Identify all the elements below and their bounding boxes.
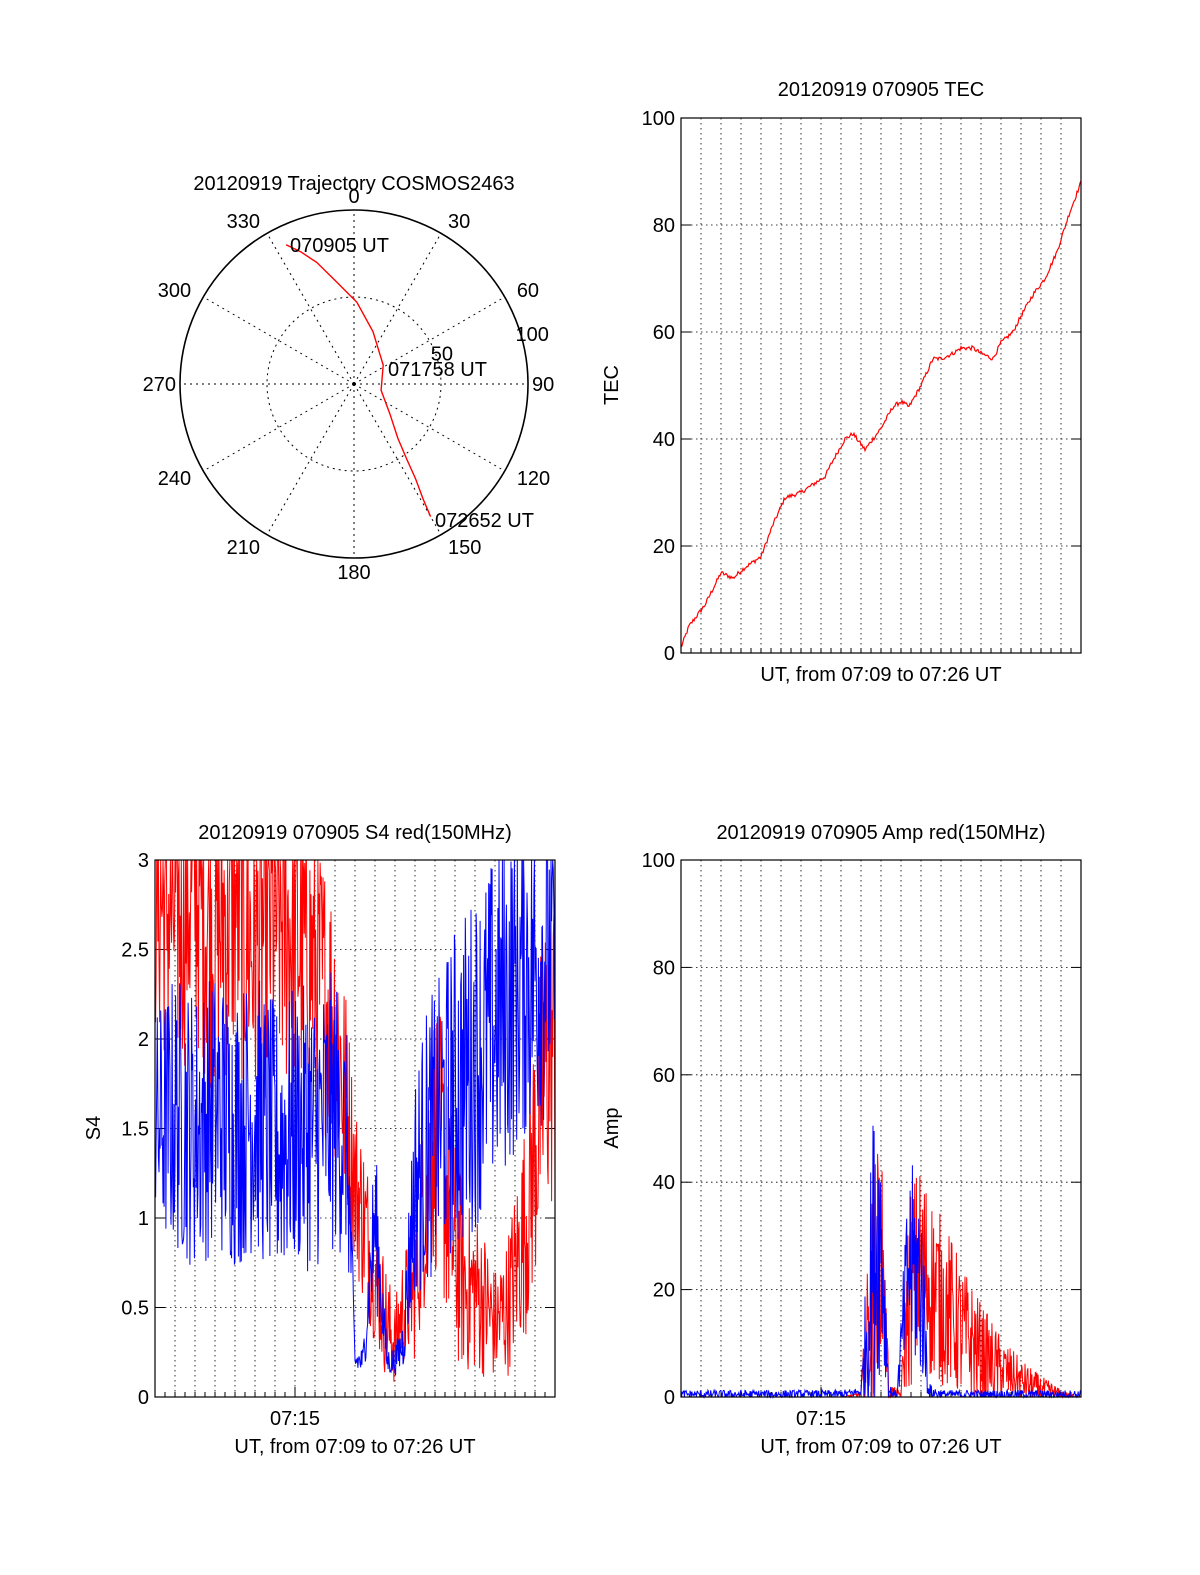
s4-x-axis-label: UT, from 07:09 to 07:26 UT: [234, 1436, 475, 1458]
blue-series-line: [154, 859, 556, 1376]
polar-trajectory-panel: 20120919 Trajectory COSMOS2463 0 30 60 90 12…: [143, 173, 555, 584]
polar-spoke: [353, 296, 505, 385]
red-series-line: [680, 180, 1082, 648]
polar-angle-label: 120: [517, 468, 550, 490]
polar-angle-label: 30: [448, 211, 470, 233]
s4-y-tick-labels: 0 0.5 1 1.5 2 2.5 3: [121, 850, 149, 1409]
y-tick-label: 0: [664, 643, 675, 665]
tec-y-axis-label: TEC: [601, 365, 623, 405]
polar-outer-circle: [179, 209, 529, 559]
trajectory-start-label: 070905 UT: [290, 235, 389, 257]
y-tick-label: 100: [642, 108, 675, 130]
y-tick-label: 0: [138, 1387, 149, 1409]
polar-title: 20120919 Trajectory COSMOS2463: [193, 173, 514, 195]
y-tick-label: 100: [642, 850, 675, 872]
s4-y-axis-label: S4: [83, 1116, 105, 1140]
amp-panel: 20120919 070905 Amp red(150MHz) 0 20 40 60 8…: [601, 822, 1082, 1458]
y-tick-label: 3: [138, 850, 149, 872]
polar-angle-labels: 0 30 60 90 120 150 180 210 240 270 300 330: [143, 186, 555, 584]
polar-angle-label: 90: [532, 374, 554, 396]
polar-spoke: [266, 383, 355, 535]
y-tick-label: 20: [653, 536, 675, 558]
polar-radial-label: 100: [516, 324, 549, 346]
polar-spoke: [353, 383, 442, 535]
polar-spoke: [266, 233, 355, 385]
polar-spoke: [203, 383, 355, 472]
polar-angle-label: 150: [448, 537, 481, 559]
s4-x-tick-labels: 07:15: [270, 1408, 320, 1430]
amp-x-tick-labels: 07:15: [796, 1408, 846, 1430]
y-tick-label: 2: [138, 1029, 149, 1051]
amp-title: 20120919 070905 Amp red(150MHz): [716, 822, 1045, 844]
y-tick-label: 60: [653, 1065, 675, 1087]
polar-spoke: [353, 383, 505, 472]
amp-x-axis-label: UT, from 07:09 to 07:26 UT: [760, 1436, 1001, 1458]
tec-y-tick-labels: 0 20 40 60 80 100: [642, 108, 675, 665]
amp-plot-frame: [680, 859, 1082, 1398]
y-tick-label: 20: [653, 1280, 675, 1302]
s4-plot-frame: [154, 859, 556, 1398]
polar-angle-label: 180: [337, 562, 370, 584]
x-tick-label: 07:15: [270, 1408, 320, 1430]
polar-angle-label: 300: [158, 280, 191, 302]
y-tick-label: 80: [653, 957, 675, 979]
polar-spoke: [353, 233, 442, 385]
y-tick-label: 1.5: [121, 1119, 149, 1141]
tec-series: [680, 180, 1082, 648]
polar-radial-label: 50: [431, 343, 453, 365]
s4-title: 20120919 070905 S4 red(150MHz): [198, 822, 512, 844]
y-tick-label: 40: [653, 1172, 675, 1194]
trajectory-end-label: 072652 UT: [435, 510, 534, 532]
y-tick-label: 60: [653, 322, 675, 344]
trajectory-mid-label: 071758 UT: [388, 359, 487, 381]
polar-inner-circle: [266, 296, 442, 472]
polar-angle-label: 270: [143, 374, 176, 396]
s4-panel: 20120919 070905 S4 red(150MHz) 0 0.5 1 1.5 2…: [83, 822, 556, 1458]
y-tick-label: 0.5: [121, 1298, 149, 1320]
polar-angle-label: 330: [227, 211, 260, 233]
polar-radial-labels: 50 100: [431, 324, 549, 366]
polar-spoke: [203, 296, 355, 385]
y-tick-label: 1: [138, 1208, 149, 1230]
tec-plot-frame: [680, 117, 1082, 654]
y-tick-label: 40: [653, 429, 675, 451]
tec-panel: 20120919 070905 TEC 0 20 40 60 80 100 TEC UT,…: [601, 79, 1082, 686]
y-tick-label: 0: [664, 1387, 675, 1409]
tec-title: 20120919 070905 TEC: [778, 79, 984, 101]
polar-angle-label: 210: [227, 537, 260, 559]
tec-grid: [681, 117, 1081, 654]
tec-x-axis-label: UT, from 07:09 to 07:26 UT: [760, 664, 1001, 686]
polar-trajectory-line: [285, 244, 432, 517]
y-tick-label: 80: [653, 215, 675, 237]
x-tick-label: 07:15: [796, 1408, 846, 1430]
polar-angle-label: 0: [348, 186, 359, 208]
amp-y-axis-label: Amp: [601, 1107, 623, 1148]
amp-y-tick-labels: 0 20 40 60 80 100: [642, 850, 675, 1409]
polar-series: [285, 244, 432, 517]
polar-angle-label: 60: [517, 280, 539, 302]
y-tick-label: 2.5: [121, 940, 149, 962]
polar-grid: [179, 209, 529, 559]
polar-angle-label: 240: [158, 468, 191, 490]
